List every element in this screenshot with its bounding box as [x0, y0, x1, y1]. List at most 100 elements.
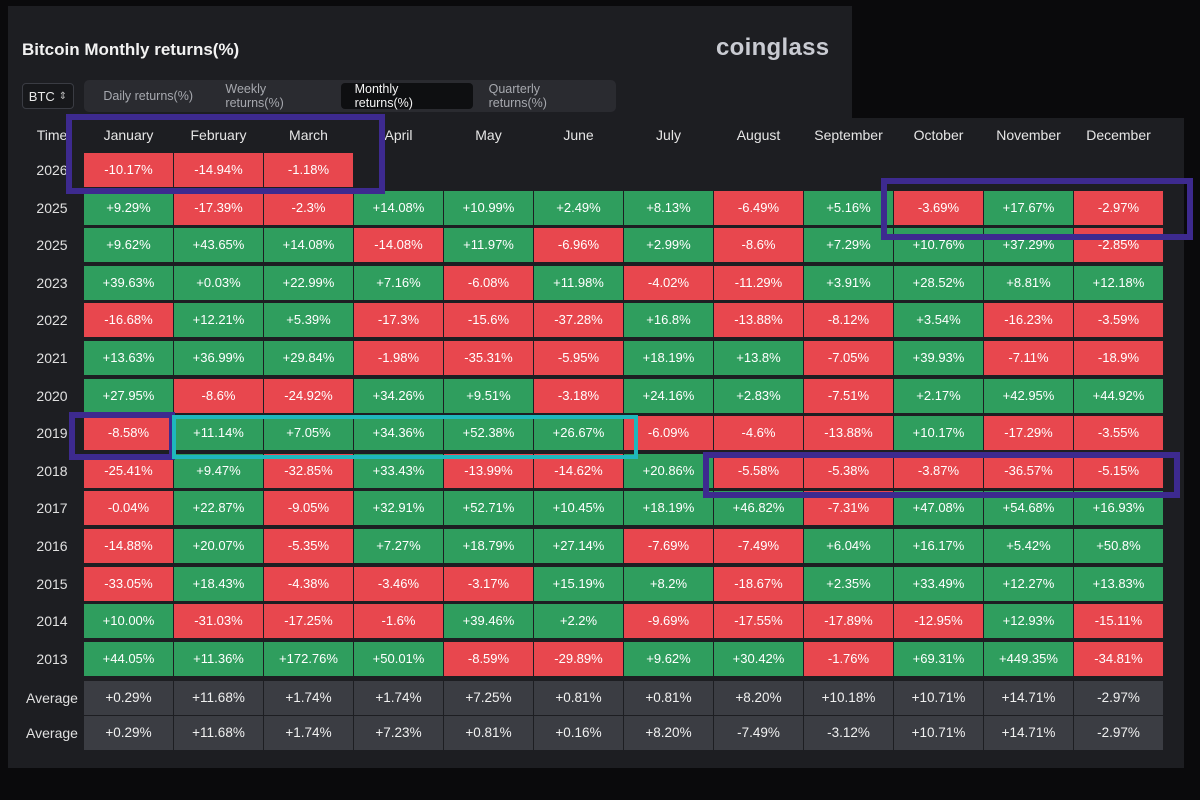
tab-monthly[interactable]: Monthly returns(%)	[340, 82, 473, 110]
return-cell: +0.03%	[174, 265, 263, 300]
return-cell: +9.29%	[84, 190, 173, 225]
return-cell: -5.58%	[714, 453, 803, 488]
return-cell: +52.38%	[444, 416, 533, 451]
average-cell: +7.25%	[444, 681, 533, 715]
average-cell: -7.49%	[714, 716, 803, 750]
average-cell: +7.23%	[354, 716, 443, 750]
return-cell: -8.6%	[714, 228, 803, 263]
return-cell: +46.82%	[714, 491, 803, 526]
return-cell: -14.94%	[174, 153, 263, 187]
return-cell: +34.26%	[354, 378, 443, 413]
return-cell: -17.25%	[264, 604, 353, 639]
coin-select[interactable]: BTC ⇕	[22, 83, 74, 109]
average-cell: +10.18%	[804, 681, 893, 715]
tab-daily[interactable]: Daily returns(%)	[103, 89, 193, 103]
return-cell: -18.9%	[1074, 341, 1163, 375]
return-cell: +33.49%	[894, 566, 983, 601]
return-cell: +50.01%	[354, 641, 443, 676]
average-cell: +1.74%	[264, 716, 353, 750]
month-header-july: July	[656, 127, 681, 143]
average-label: Average	[26, 725, 78, 741]
tab-weekly[interactable]: Weekly returns(%)	[225, 82, 284, 110]
year-label: 2019	[36, 425, 68, 442]
average-cell: +14.71%	[984, 681, 1073, 715]
month-header-june: June	[563, 127, 594, 143]
return-cell: +10.45%	[534, 491, 623, 526]
return-cell: -17.89%	[804, 604, 893, 639]
year-label: 2020	[36, 387, 68, 404]
tab-quarterly[interactable]: Quarterly returns(%)	[488, 82, 547, 110]
return-cell: +10.99%	[444, 190, 533, 225]
return-cell: +17.67%	[984, 190, 1073, 225]
return-cell: +10.00%	[84, 604, 173, 639]
return-cell: -13.99%	[444, 453, 533, 488]
return-cell: +50.8%	[1074, 529, 1163, 563]
return-cell: +7.16%	[354, 265, 443, 300]
return-cell: +11.36%	[174, 641, 263, 676]
return-cell: +20.07%	[174, 529, 263, 563]
average-cell: +0.81%	[534, 681, 623, 715]
return-cell: +9.62%	[624, 641, 713, 676]
return-cell: -16.68%	[84, 303, 173, 338]
return-cell: +2.83%	[714, 378, 803, 413]
return-cell: +11.97%	[444, 228, 533, 263]
return-cell: -10.17%	[84, 153, 173, 187]
return-cell: -2.97%	[1074, 190, 1163, 225]
return-cell: -13.88%	[804, 416, 893, 451]
page-title: Bitcoin Monthly returns(%)	[22, 40, 240, 59]
year-label: 2016	[36, 538, 68, 554]
return-cell: +12.21%	[174, 303, 263, 338]
average-cell: +8.20%	[624, 716, 713, 750]
return-cell: +3.54%	[894, 303, 983, 338]
return-cell: -25.41%	[84, 453, 173, 488]
average-cell: +1.74%	[264, 681, 353, 715]
return-cell: +43.65%	[174, 228, 263, 263]
return-cell: +44.05%	[84, 641, 173, 676]
return-cell: -6.08%	[444, 265, 533, 300]
return-cell: -5.15%	[1074, 453, 1163, 488]
return-cell: -3.55%	[1074, 416, 1163, 451]
return-cell: -5.95%	[534, 341, 623, 375]
return-cell: -8.12%	[804, 303, 893, 338]
return-cell: +5.16%	[804, 190, 893, 225]
average-cell: +1.74%	[354, 681, 443, 715]
year-label: 2014	[36, 613, 68, 630]
return-cell: +18.19%	[624, 341, 713, 375]
return-cell: +22.99%	[264, 265, 353, 300]
year-label: 2021	[36, 350, 68, 366]
return-cell: -31.03%	[174, 604, 263, 639]
return-cell: +28.52%	[894, 265, 983, 300]
year-label: 2013	[36, 650, 68, 667]
month-header-february: February	[190, 127, 247, 143]
return-cell: +7.27%	[354, 529, 443, 563]
return-cell: +44.92%	[1074, 378, 1163, 413]
return-cell: +32.91%	[354, 491, 443, 526]
average-cell: -2.97%	[1074, 681, 1163, 715]
average-cell: +10.71%	[894, 681, 983, 715]
return-cell: +47.08%	[894, 491, 983, 526]
return-cell: +2.49%	[534, 190, 623, 225]
return-cell: -8.59%	[444, 641, 533, 676]
return-cell: -33.05%	[84, 566, 173, 601]
month-header-october: October	[913, 127, 964, 143]
return-cell: -17.29%	[984, 416, 1073, 451]
return-cell: +36.99%	[174, 341, 263, 375]
return-cell: +3.91%	[804, 265, 893, 300]
return-cell: +9.62%	[84, 228, 173, 263]
return-cell: +2.2%	[534, 604, 623, 639]
return-cell: -36.57%	[984, 453, 1073, 488]
return-cell: -2.3%	[264, 190, 353, 225]
month-header-january: January	[103, 127, 154, 143]
return-cell: -3.18%	[534, 378, 623, 413]
year-label: 2017	[36, 500, 68, 517]
return-cell: +29.84%	[264, 341, 353, 375]
return-cell: +8.13%	[624, 190, 713, 225]
return-cell: -7.69%	[624, 529, 713, 563]
return-cell: +2.99%	[624, 228, 713, 263]
month-header-april: April	[384, 127, 413, 143]
return-cell: +2.17%	[894, 378, 983, 413]
return-cell: -5.38%	[804, 453, 893, 488]
return-cell: -34.81%	[1074, 641, 1163, 676]
return-cell: +7.05%	[264, 416, 353, 451]
return-cell: -37.28%	[534, 303, 623, 338]
